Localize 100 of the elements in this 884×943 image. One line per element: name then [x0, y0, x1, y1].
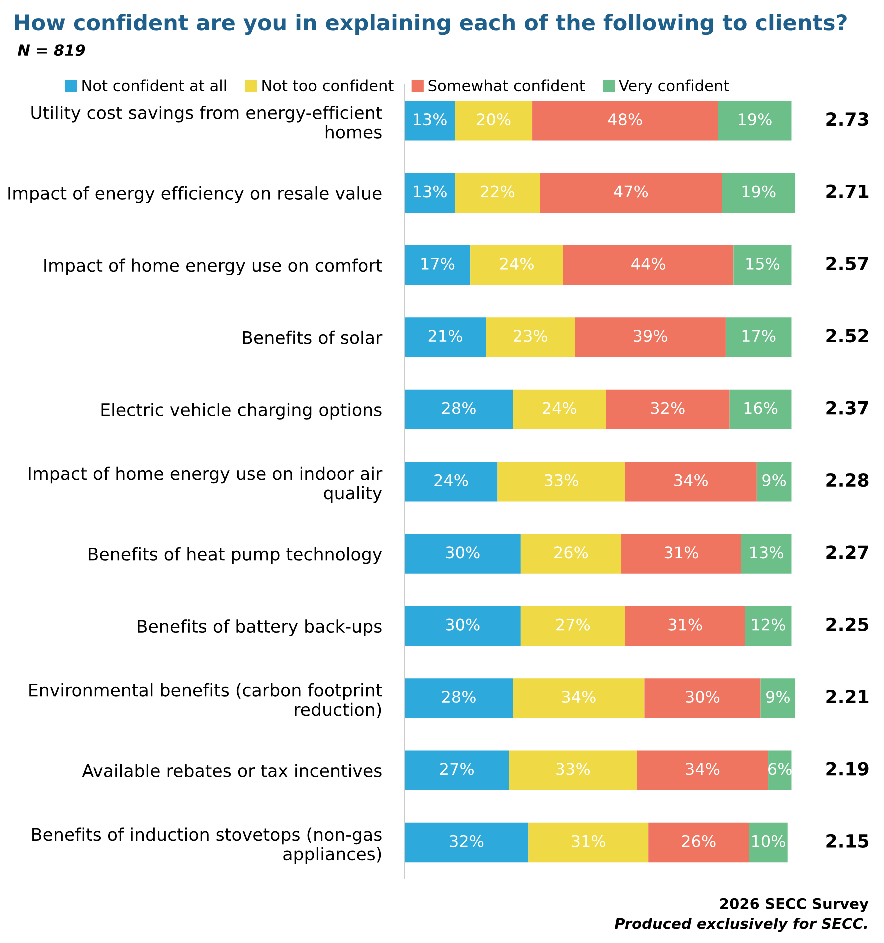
data-label: 15% — [746, 258, 780, 270]
data-label: 23% — [514, 330, 548, 342]
y-tick-label: Environmental benefits (carbon footprint reduction) — [30, 683, 382, 718]
legend-label: Very confident — [619, 80, 730, 95]
bar — [520, 606, 626, 646]
bar — [644, 678, 761, 718]
bar — [513, 390, 606, 430]
bar — [606, 390, 730, 430]
text: Produced exclusively for SECC. — [614, 918, 868, 932]
bar — [486, 318, 576, 358]
bar — [625, 606, 746, 646]
bar — [749, 822, 788, 863]
bar — [636, 750, 769, 790]
text: 2.19 — [826, 762, 869, 776]
data-label: 28% — [442, 690, 476, 704]
data-label: 28% — [442, 402, 476, 414]
data-label: 32% — [450, 835, 484, 848]
data-label: 44% — [632, 258, 666, 270]
data-label: 24% — [500, 258, 534, 270]
data-label: 16% — [744, 402, 778, 414]
data-label: 31% — [668, 618, 702, 631]
text: N = 819 — [18, 44, 86, 56]
bar — [404, 101, 456, 141]
y-tick-label: Impact of home energy use on indoor air quality — [29, 466, 383, 504]
bar — [540, 173, 722, 213]
data-label: 9% — [766, 690, 790, 704]
bar — [648, 822, 750, 863]
text: 2.15 — [826, 834, 869, 848]
bar — [509, 750, 637, 790]
data-label: 34% — [674, 474, 708, 487]
data-label: 13% — [750, 546, 784, 559]
data-label: 33% — [545, 474, 578, 487]
data-label: 13% — [414, 114, 447, 126]
text: 2.71 — [826, 184, 869, 198]
data-label: 6% — [768, 763, 792, 776]
text: 2.28 — [826, 473, 869, 488]
bar — [760, 678, 796, 718]
y-tick-label: Benefits of battery back-ups — [138, 620, 382, 636]
bar — [404, 245, 471, 286]
data-label: 30% — [446, 546, 480, 559]
chart-title: How confident are you in explaining each of the following to clients? — [15, 14, 847, 36]
bar — [404, 606, 521, 646]
data-label: 24% — [434, 474, 468, 487]
y-tick-label: Benefits of induction stovetops (non-gas appliances) — [32, 828, 382, 864]
data-label: 30% — [446, 618, 480, 631]
bar — [470, 245, 564, 286]
y-tick-label: Benefits of solar — [243, 330, 383, 344]
bar — [404, 462, 498, 502]
data-label: 17% — [742, 330, 776, 342]
bar — [404, 173, 456, 213]
data-label: 47% — [614, 186, 648, 198]
data-label: 27% — [556, 618, 590, 631]
y-tick-label: Impact of home energy use on comfort — [44, 258, 382, 276]
text: 2.57 — [826, 256, 868, 271]
data-label: 12% — [752, 618, 786, 631]
bar — [726, 318, 792, 358]
bar — [498, 462, 626, 502]
data-label: 48% — [608, 114, 642, 126]
data-label: 19% — [738, 114, 772, 126]
data-label: 17% — [422, 258, 455, 270]
data-label: 9% — [762, 474, 786, 487]
bar — [455, 173, 540, 213]
bar — [575, 318, 726, 358]
data-label: 31% — [664, 546, 698, 559]
bar — [718, 101, 792, 141]
text: 2.73 — [826, 112, 868, 126]
bar — [625, 462, 757, 502]
data-label: 27% — [440, 763, 474, 776]
bar — [404, 318, 486, 358]
bar — [404, 534, 521, 574]
bar — [404, 390, 514, 430]
data-label: 22% — [481, 186, 515, 198]
data-label: 33% — [556, 763, 590, 776]
text: 2.25 — [826, 618, 869, 632]
bar — [741, 534, 792, 574]
bar — [455, 101, 533, 141]
bar — [532, 101, 718, 141]
data-label: 13% — [414, 186, 447, 198]
bar — [730, 390, 792, 430]
y-tick-label: Benefits of heat pump technology — [88, 547, 382, 564]
y-tick-label: Utility cost savings from energy-efficient homes — [32, 106, 382, 139]
y-tick-label: Electric vehicle charging options — [102, 403, 382, 420]
data-label: 10% — [752, 835, 786, 848]
data-label: 34% — [562, 690, 596, 704]
bar — [513, 678, 645, 718]
data-label: 26% — [682, 835, 716, 848]
bar — [563, 245, 734, 286]
bar — [404, 822, 529, 863]
data-label: 30% — [686, 690, 720, 704]
data-label: 20% — [477, 114, 511, 126]
text: 2.52 — [826, 329, 868, 343]
data-label: 24% — [543, 402, 576, 414]
text: 2026 SECC Survey — [720, 898, 869, 912]
bar — [734, 245, 792, 286]
bar — [722, 173, 796, 213]
bar — [404, 750, 510, 790]
data-label: 34% — [686, 763, 720, 776]
legend-label: Not too confident — [262, 80, 394, 92]
y-tick-label: Available rebates or tax incentives — [82, 764, 382, 778]
data-label: 26% — [554, 546, 588, 559]
